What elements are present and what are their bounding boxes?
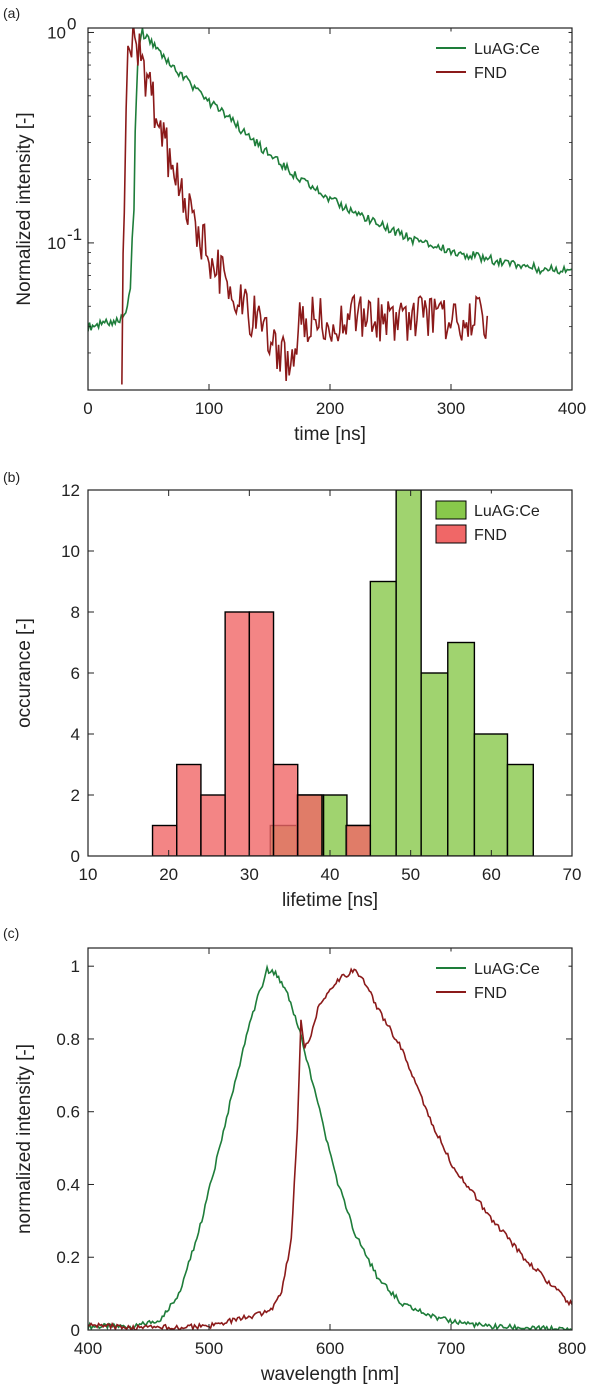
y-tick-label: 0.4 <box>56 1175 80 1194</box>
y-tick-label: 6 <box>71 664 80 683</box>
legend-box <box>429 951 569 1009</box>
x-tick-label: 800 <box>558 1339 586 1358</box>
x-tick-label: 10 <box>79 865 98 884</box>
x-tick-label: 20 <box>159 865 178 884</box>
histogram-bar-luag-ce-6 <box>420 672 449 856</box>
histogram-bar-luag-ce-8 <box>473 733 509 856</box>
x-axis-label: lifetime [ns] <box>282 890 378 911</box>
histogram-bar-fnd-4 <box>248 611 275 856</box>
legend: LuAG:Ce FND <box>429 31 569 89</box>
panel-label: (a) <box>3 5 20 21</box>
histogram-bar-luag-ce-2 <box>322 794 348 856</box>
x-tick-label: 0 <box>83 399 92 418</box>
y-axis-label: Normalized intensity [-] <box>14 112 35 305</box>
y-tick-exponent: 0 <box>67 14 76 33</box>
y-tick-label: 12 <box>61 481 80 500</box>
plot-area <box>88 28 572 385</box>
y-tick-label: 0.2 <box>56 1248 80 1267</box>
y-tick-label: 0.6 <box>56 1103 80 1122</box>
legend: LuAG:Ce FND <box>429 951 569 1009</box>
x-axis-label: wavelength [nm] <box>260 1364 399 1385</box>
y-tick-label: 4 <box>71 725 80 744</box>
plot-area <box>88 963 572 1330</box>
x-tick-label: 700 <box>437 1339 465 1358</box>
legend-label: FND <box>474 527 507 544</box>
x-tick-label: 50 <box>401 865 420 884</box>
series-line-luag-ce <box>88 963 572 1330</box>
legend-label: FND <box>474 985 507 1002</box>
x-tick-label: 30 <box>240 865 259 884</box>
series-line-fnd <box>88 967 572 1330</box>
legend-label: LuAG:Ce <box>474 41 540 58</box>
x-tick-label: 100 <box>195 399 223 418</box>
y-tick-label: 10 <box>61 542 80 561</box>
panel-label: (c) <box>3 925 19 941</box>
x-tick-label: 40 <box>321 865 340 884</box>
y-tick-label: 10 <box>47 234 66 253</box>
y-tick-label: 0 <box>71 1321 80 1340</box>
histogram-bar-fnd-1 <box>176 763 202 856</box>
legend-swatch <box>435 524 467 544</box>
histogram-bar-fnd-5 <box>272 763 299 856</box>
y-tick-label: 10 <box>47 23 66 42</box>
y-tick-label: 8 <box>71 603 80 622</box>
x-tick-label: 400 <box>74 1339 102 1358</box>
chart-panel-2: 10 20 30 40 50 60 70 0 2 4 6 8 10 12 lifetime [ns] occu… <box>3 469 581 911</box>
legend-label: FND <box>474 65 507 82</box>
x-tick-label: 70 <box>563 865 582 884</box>
legend-box <box>429 31 569 89</box>
y-tick-label: 0 <box>71 847 80 866</box>
x-tick-label: 500 <box>195 1339 223 1358</box>
x-axis-label: time [ns] <box>294 424 366 445</box>
legend: LuAG:Ce FND <box>429 493 569 551</box>
y-tick-exponent: -1 <box>67 225 82 244</box>
panel-label: (b) <box>3 469 20 485</box>
series-line-fnd <box>121 28 489 385</box>
plot-area <box>151 490 534 856</box>
histogram-bar-luag-ce-4 <box>369 580 397 856</box>
histogram-bar-luag-ce-9 <box>506 763 534 856</box>
histogram-bar-fnd-0 <box>151 824 178 856</box>
histogram-bar-fnd-2 <box>200 794 226 856</box>
histogram-bar-luag-ce-7 <box>447 641 476 856</box>
x-tick-label: 60 <box>482 865 501 884</box>
histogram-bar-fnd-3 <box>224 611 251 856</box>
x-tick-label: 200 <box>316 399 344 418</box>
legend-swatch <box>435 500 467 520</box>
histogram-bar-luag-ce-5 <box>395 490 422 856</box>
x-tick-label: 300 <box>437 399 465 418</box>
x-tick-label: 400 <box>558 399 586 418</box>
series-line-luag-ce <box>88 28 572 332</box>
y-axis-label: normalized intensity [-] <box>14 1044 35 1234</box>
y-axis-label: occurance [-] <box>14 618 35 728</box>
legend-label: LuAG:Ce <box>474 503 540 520</box>
histogram-bar-fnd-8 <box>345 824 372 856</box>
legend-label: LuAG:Ce <box>474 961 540 978</box>
chart-panel-3: 400 500 600 700 800 0 0.2 0.4 0.6 0.8 1 wavelength … <box>3 925 586 1385</box>
y-tick-label: 1 <box>71 957 80 976</box>
y-tick-label: 0.8 <box>56 1030 80 1049</box>
x-tick-label: 600 <box>316 1339 344 1358</box>
histogram-bar-fnd-6 <box>297 794 323 856</box>
y-tick-label: 2 <box>71 786 80 805</box>
